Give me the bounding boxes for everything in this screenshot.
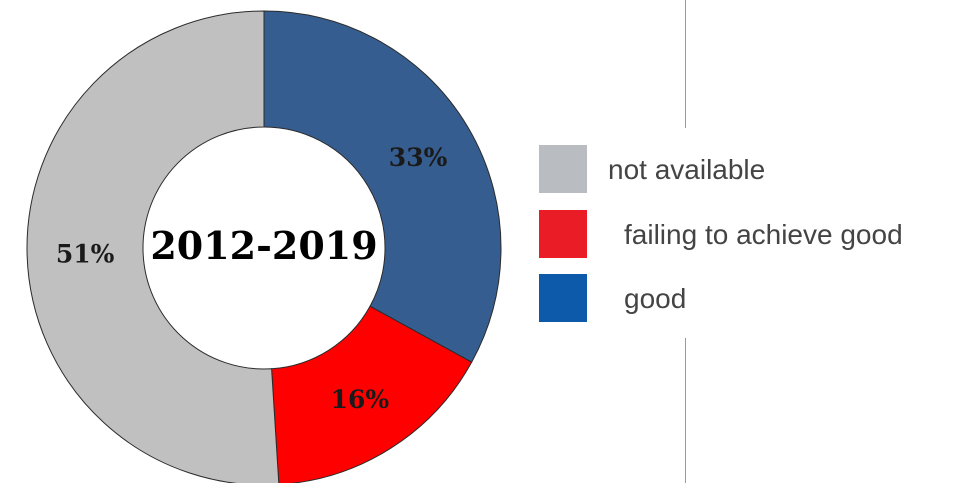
legend-swatch-not-available xyxy=(539,145,587,193)
legend-label-failing-to-achieve-good: failing to achieve good xyxy=(624,219,903,250)
legend-label-not-available: not available xyxy=(608,154,766,185)
legend-label-good: good xyxy=(624,283,687,314)
legend: not available failing to achieve good go… xyxy=(527,128,967,338)
slice-label-not-available: 51% xyxy=(56,240,115,269)
donut-slice-labels: 33% 16% 51% xyxy=(56,143,448,414)
slice-failing-to-achieve-good xyxy=(271,305,473,483)
legend-item-not-available: not available xyxy=(539,145,969,193)
center-label: 2012-2019 xyxy=(150,223,377,268)
legend-item-good: good xyxy=(539,274,969,322)
legend-swatch-failing-to-achieve-good xyxy=(539,210,587,258)
slice-good xyxy=(263,10,502,363)
legend-item-failing-to-achieve-good: failing to achieve good xyxy=(539,210,969,258)
slice-label-good: 33% xyxy=(389,143,448,172)
slice-label-failing-to-achieve-good: 16% xyxy=(331,385,390,414)
donut-slices xyxy=(26,10,502,483)
slice-not-available xyxy=(26,10,280,483)
legend-swatch-good xyxy=(539,274,587,322)
